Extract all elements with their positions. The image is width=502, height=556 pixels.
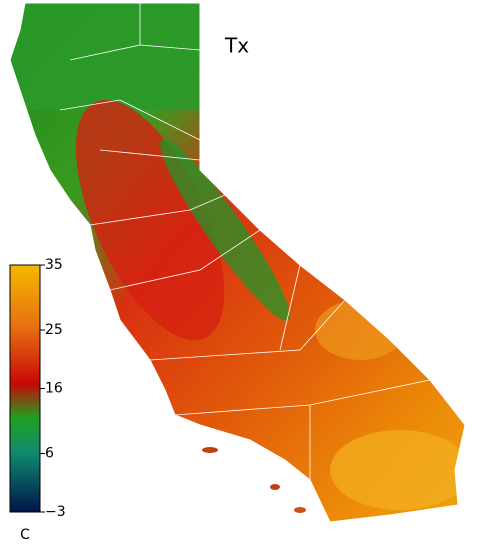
county-lines [59,3,431,480]
colorbar-tick-label: 25 [45,322,63,338]
colorbar-tick-label: 6 [45,446,54,462]
colorbar-tick-label: −3 [45,504,66,520]
channel-island [202,447,218,453]
colorbar-tick-label: 35 [45,257,63,273]
channel-island [294,507,306,513]
colorbar-tick-label: 16 [45,381,63,397]
state-outline [9,2,466,523]
colorbar-unit: C [20,527,30,543]
map-title: Tx [224,34,249,58]
channel-island [270,484,280,490]
colorbar [9,264,41,513]
